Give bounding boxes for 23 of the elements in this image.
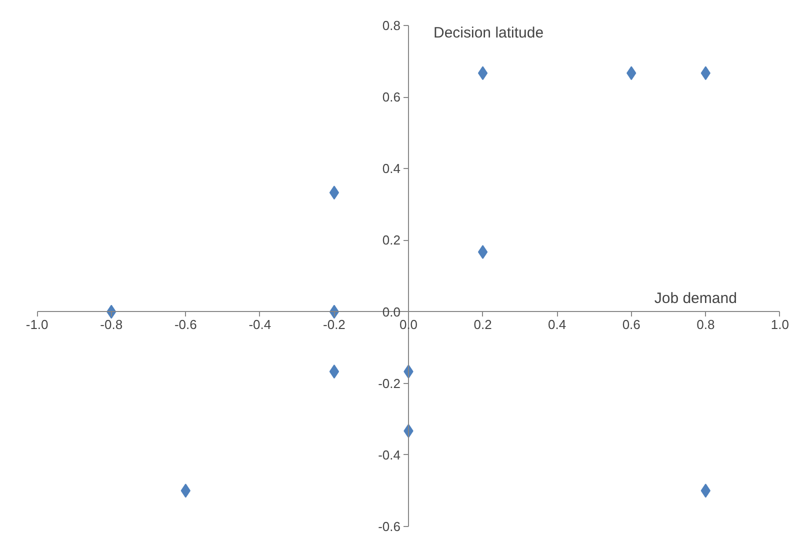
x-tick-label: -0.4 — [248, 316, 272, 332]
y-tick-label: 0.2 — [382, 232, 401, 248]
x-tick-label: -0.2 — [323, 316, 346, 332]
point — [329, 186, 340, 200]
y-tick-label: 0.4 — [382, 161, 401, 176]
y-tick-label: -0.4 — [378, 447, 401, 462]
x-tick-label: -0.6 — [174, 316, 197, 332]
y-tick-label: -0.2 — [378, 376, 401, 391]
point — [478, 66, 488, 80]
y-tick-label: 0.6 — [382, 90, 401, 105]
y-axis-title: Decision latitude — [434, 24, 544, 42]
point — [329, 364, 340, 379]
point — [478, 245, 488, 260]
x-tick-label: 1.0 — [770, 316, 789, 332]
y-tick-label: -0.6 — [378, 518, 401, 534]
x-tick-label: 0.6 — [622, 316, 640, 332]
x-tick-label: 0.2 — [474, 316, 492, 332]
x-tick-label: -0.8 — [100, 316, 123, 332]
x-tick-label: 0.8 — [696, 316, 715, 332]
x-tick-label: 0.4 — [548, 316, 566, 332]
y-tick-label: 0.8 — [382, 18, 401, 34]
x-axis-title: Job demand — [654, 290, 737, 307]
x-tick-label: -1.0 — [26, 316, 48, 332]
